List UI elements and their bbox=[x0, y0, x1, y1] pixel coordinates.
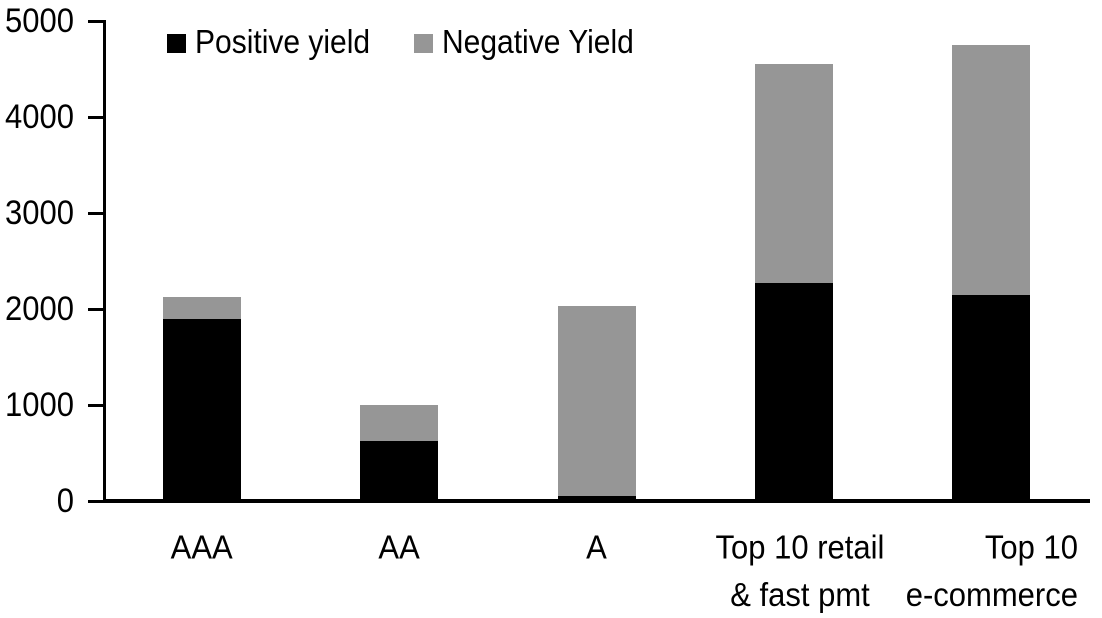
y-axis-tick-label-5000: 5000 bbox=[5, 0, 74, 41]
legend-item-positive-yield: Positive yield bbox=[167, 24, 370, 61]
x-axis-label-line: AA bbox=[378, 528, 420, 567]
x-axis-line bbox=[103, 499, 1090, 503]
y-axis-tick-1000 bbox=[88, 403, 104, 407]
legend-label-positive-yield: Positive yield bbox=[195, 24, 371, 61]
x-axis-label-line: & fast pmt bbox=[730, 575, 870, 614]
y-axis-tick-label-4000: 4000 bbox=[5, 96, 74, 137]
x-axis-label-top-10-e-commerce: Top 10 e-commerce bbox=[878, 524, 1078, 618]
bar-segment-positive-yield-aaa bbox=[162, 318, 241, 501]
legend-item-negative-yield: Negative Yield bbox=[414, 24, 634, 61]
y-axis-line bbox=[103, 20, 106, 503]
y-axis-tick-label-3000: 3000 bbox=[5, 192, 74, 233]
x-axis-label-line: e-commerce bbox=[905, 575, 1078, 614]
x-axis-label-line: Top 10 bbox=[984, 528, 1078, 567]
y-axis-tick-label-1000: 1000 bbox=[5, 384, 74, 425]
bar-segment-negative-yield-a bbox=[557, 306, 636, 497]
y-axis-tick-label-2000: 2000 bbox=[5, 288, 74, 329]
x-axis-label-line: A bbox=[586, 528, 607, 567]
y-axis-tick-3000 bbox=[88, 211, 104, 215]
legend-swatch-negative-yield bbox=[414, 33, 433, 53]
y-axis-tick-0 bbox=[88, 499, 104, 503]
x-axis-label-line: AAA bbox=[170, 528, 233, 567]
legend-label-negative-yield: Negative Yield bbox=[442, 24, 634, 61]
bar-segment-negative-yield-aa bbox=[360, 405, 439, 442]
bar-segment-negative-yield-aaa bbox=[162, 297, 241, 319]
bar-segment-positive-yield-a bbox=[557, 496, 636, 501]
x-axis-label-line: Top 10 retail bbox=[715, 528, 885, 567]
y-axis-tick-label-0: 0 bbox=[56, 480, 74, 521]
x-axis-label-aaa: AAA bbox=[92, 524, 312, 572]
bar-segment-negative-yield-top-10-retail-fast-pmt bbox=[754, 64, 833, 284]
y-axis-tick-4000 bbox=[88, 115, 104, 119]
y-axis-tick-5000 bbox=[88, 19, 104, 23]
legend-swatch-positive-yield bbox=[167, 33, 186, 53]
x-axis-label-aa: AA bbox=[289, 524, 509, 572]
bar-segment-positive-yield-aa bbox=[360, 441, 439, 501]
bar-segment-positive-yield-top-10-e-commerce bbox=[952, 294, 1031, 501]
bar-segment-positive-yield-top-10-retail-fast-pmt bbox=[754, 283, 833, 501]
x-axis-label-top-10-retail-fast-pmt: Top 10 retail & fast pmt bbox=[690, 524, 910, 618]
bar-segment-negative-yield-top-10-e-commerce bbox=[952, 45, 1031, 295]
y-axis-tick-2000 bbox=[88, 307, 104, 311]
x-axis-label-a: A bbox=[487, 524, 707, 572]
